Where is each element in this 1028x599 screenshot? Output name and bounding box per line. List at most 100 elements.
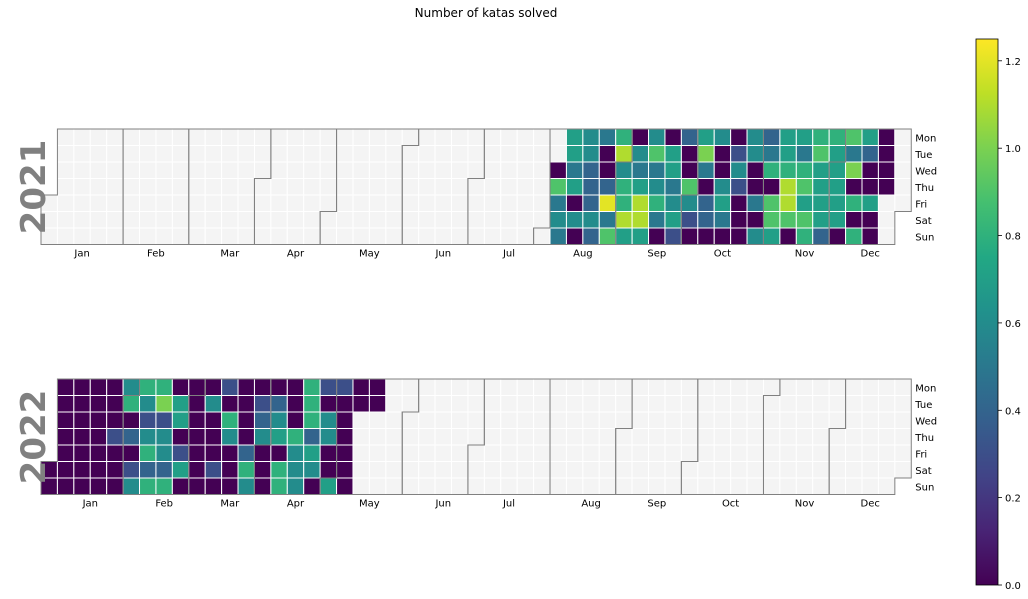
heatmap-cell [664,428,682,446]
heatmap-cell [713,428,732,446]
heatmap-cell [139,211,157,229]
heatmap-cell [303,461,321,479]
heatmap-cell [418,477,436,495]
heatmap-cell [237,444,255,462]
heatmap-cell [812,211,830,229]
heatmap-cell [253,161,272,179]
heatmap-cell [861,411,879,429]
heatmap-cell [680,178,699,196]
heatmap-cell [368,178,387,196]
heatmap-cell [500,194,518,212]
heatmap-cell [204,145,223,163]
heatmap-cell [467,211,485,229]
heatmap-cell [500,161,518,179]
heatmap-cell [336,211,354,229]
heatmap-cell [582,378,600,396]
heatmap-cell [828,194,847,212]
heatmap-cell [615,194,633,212]
heatmap-cell [89,178,108,196]
heatmap-cell [648,411,666,429]
heatmap-cell [385,145,403,163]
heatmap-cell [253,227,272,245]
heatmap-cell [762,411,781,429]
heatmap-cell [762,178,781,196]
heatmap-cell [648,444,666,462]
colorbar-gradient [975,38,999,586]
heatmap-cell [812,477,830,495]
heatmap-cell [451,178,469,196]
heatmap-cell [483,145,502,163]
heatmap-cell [680,395,699,413]
heatmap-cell [680,444,699,462]
heatmap-cell [746,477,764,495]
heatmap-cell [713,444,732,462]
heatmap-cell [828,444,847,462]
heatmap-cell [286,128,305,146]
heatmap-cell [762,378,781,396]
heatmap-cell [795,477,814,495]
heatmap-cell [500,411,518,429]
heatmap-cell [352,411,370,429]
heatmap-cell [352,211,370,229]
heatmap-cell [861,395,879,413]
heatmap-cell [713,477,732,495]
month-tick-label: Sep [647,249,666,260]
heatmap-cell [845,211,863,229]
heatmap-cell [483,428,502,446]
heatmap-cell [303,378,321,396]
heatmap-cell [713,128,732,146]
heatmap-cell [516,477,535,495]
heatmap-cell [89,428,108,446]
heatmap-cell [795,145,814,163]
heatmap-cell [631,461,650,479]
heatmap-cell [746,128,764,146]
heatmap-cell [483,161,502,179]
heatmap-cell [352,395,370,413]
heatmap-cell [434,395,452,413]
heatmap-cell [253,145,272,163]
month-tick-label: Sep [647,499,666,510]
heatmap-cell [812,411,830,429]
heatmap-cell [155,227,173,245]
heatmap-cell [303,477,321,495]
heatmap-cell [204,444,223,462]
heatmap-cell [89,395,108,413]
heatmap-cell [418,194,436,212]
heatmap-cell [615,411,633,429]
heatmap-cell [697,211,715,229]
heatmap-cell [795,395,814,413]
heatmap-cell [598,178,617,196]
heatmap-cell [598,378,617,396]
heatmap-cell [845,178,863,196]
heatmap-cell [828,477,847,495]
colorbar-tick-label: 0.8 [1005,232,1021,243]
heatmap-cell [631,211,650,229]
heatmap-cell [171,428,190,446]
heatmap-cell [680,428,699,446]
month-tick-label: Jan [82,499,98,510]
heatmap-cell [171,378,190,396]
heatmap-cell [467,145,485,163]
heatmap-cell [779,161,797,179]
heatmap-cell [56,378,75,396]
heatmap-cell [680,378,699,396]
heatmap-cell [237,211,255,229]
heatmap-cell [352,161,370,179]
heatmap-cell [303,161,321,179]
heatmap-cell [73,428,91,446]
heatmap-cell [565,178,584,196]
heatmap-cell [746,428,764,446]
heatmap-cell [171,461,190,479]
month-tick-label: Aug [581,499,601,510]
heatmap-cell [319,395,338,413]
heatmap-cell [171,194,190,212]
heatmap-cell [319,461,338,479]
heatmap-cell [582,227,600,245]
weekday-tick-labels: Mon Tue Wed Thu Fri Sat Sun [914,133,937,243]
heatmap-cell [237,428,255,446]
heatmap-cell [56,227,75,245]
heatmap-cell [746,227,764,245]
heatmap-cell [73,444,91,462]
heatmap-cell [516,395,535,413]
